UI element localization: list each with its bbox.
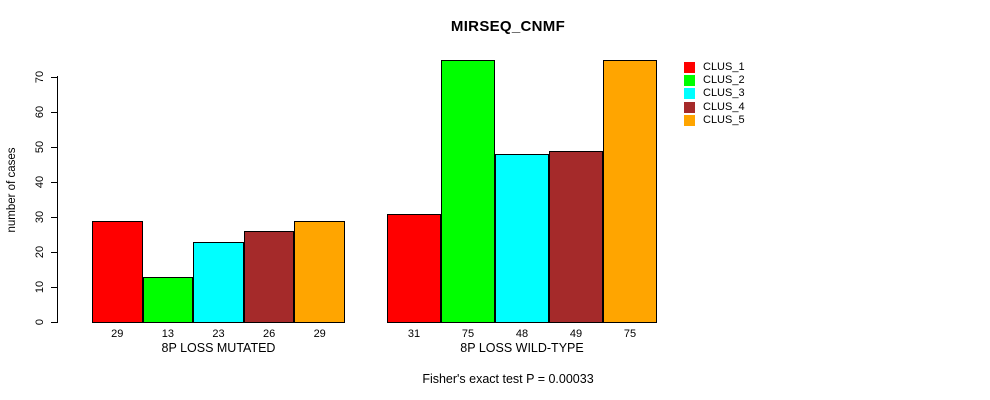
y-tick-label: 40 [34,175,46,189]
bar-clus_5-group1 [294,220,345,323]
y-tick-mark [51,252,57,253]
y-tick-mark [51,322,57,323]
bar-clus_4-group2 [549,150,603,323]
y-tick-mark [51,287,57,288]
y-axis-title: number of cases [6,147,18,233]
bar-value-label: 29 [111,328,124,340]
bar-value-label: 23 [212,328,225,340]
bar-clus_2-group2 [441,59,495,323]
y-tick-label: 20 [34,245,46,259]
bar-value-label: 75 [461,328,475,340]
y-tick-mark [51,217,57,218]
group-label: 8P LOSS WILD-TYPE [460,341,584,355]
legend-label: CLUS_2 [703,74,745,87]
group-label: 8P LOSS MUTATED [161,341,276,355]
bar-clus_4-group1 [243,231,295,323]
legend-label: CLUS_5 [703,113,745,126]
legend-label: CLUS_1 [703,61,745,73]
legend-swatch-icon [684,114,695,126]
chart-title: MIRSEQ_CNMF [450,18,566,35]
y-tick-mark [51,182,57,183]
y-tick-label: 60 [34,105,46,119]
legend-swatch-icon [684,88,695,100]
y-tick-label: 10 [34,280,46,294]
bar-value-label: 75 [623,328,637,340]
y-tick-label: 0 [34,318,46,326]
legend-label: CLUS_4 [703,100,745,113]
bar-clus_2-group1 [142,276,194,323]
bar-value-label: 49 [569,328,583,340]
y-tick-mark [51,147,57,148]
bar-clus_3-group2 [495,154,549,323]
bar-value-label: 29 [313,328,326,340]
bar-clus_1-group1 [92,220,143,323]
bar-clus_1-group2 [387,213,441,323]
legend-swatch-icon [684,101,695,113]
bar-value-label: 48 [515,328,529,340]
bar-clus_5-group2 [603,59,657,323]
bar-value-label: 13 [161,328,175,340]
legend-swatch-icon [684,62,695,73]
y-tick-mark [51,77,57,78]
y-tick-label: 30 [34,210,46,224]
bar-value-label: 26 [262,328,276,340]
y-tick-label: 50 [34,140,46,154]
y-axis-line [57,76,58,323]
fisher-test-annotation: Fisher's exact test P = 0.00033 [422,372,594,386]
y-tick-label: 70 [34,70,46,84]
bar-value-label: 31 [407,328,421,340]
bar-clus_3-group1 [193,241,244,323]
legend-swatch-icon [684,75,695,87]
legend-label: CLUS_3 [703,87,745,100]
y-tick-mark [51,112,57,113]
